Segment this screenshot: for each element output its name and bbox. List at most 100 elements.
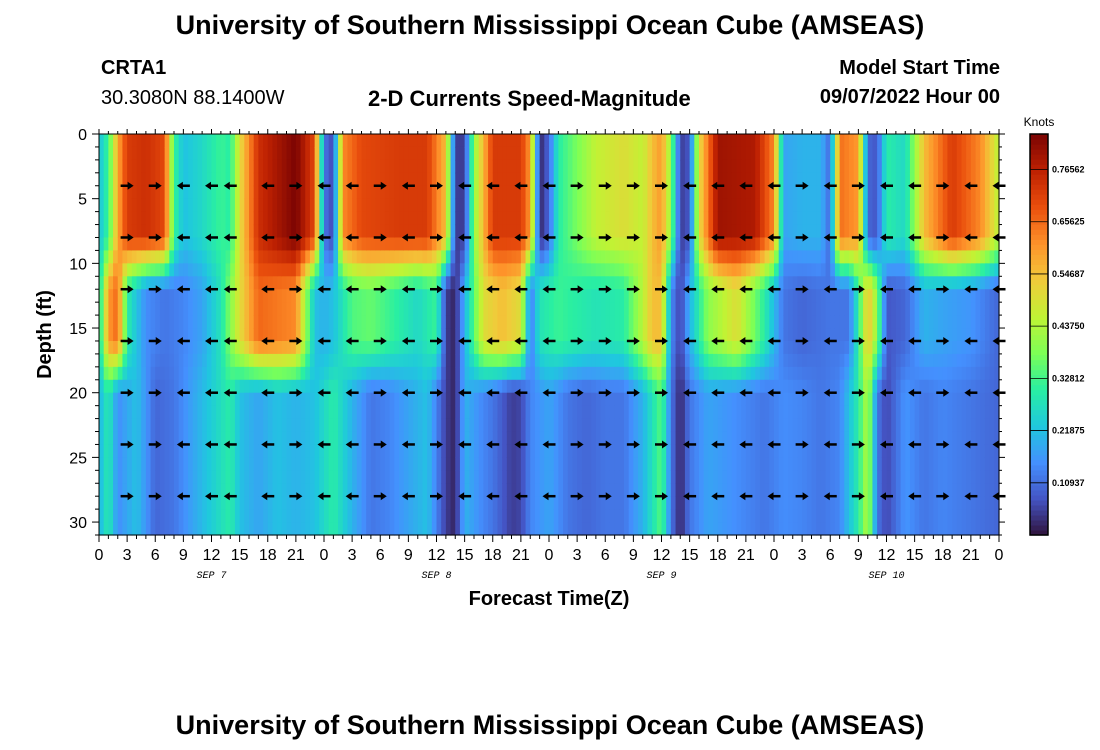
heatmap-cell bbox=[633, 483, 639, 497]
heatmap-cell bbox=[506, 198, 513, 213]
heatmap-cell bbox=[324, 134, 330, 148]
heatmap-cell bbox=[347, 392, 353, 407]
heatmap-cell bbox=[628, 353, 634, 368]
heatmap-cell bbox=[699, 224, 705, 239]
heatmap-cell bbox=[553, 340, 559, 355]
heatmap-cell bbox=[281, 198, 288, 213]
heatmap-cell bbox=[370, 302, 377, 316]
heatmap-cell bbox=[183, 289, 189, 303]
heatmap-cell bbox=[694, 263, 700, 277]
heatmap-cell bbox=[642, 263, 649, 277]
heatmap-cell bbox=[169, 289, 175, 303]
heatmap-cell bbox=[774, 315, 780, 329]
heatmap-cell bbox=[239, 366, 245, 381]
heatmap-cell bbox=[516, 522, 522, 536]
heatmap-cell bbox=[675, 211, 681, 226]
heatmap-cell bbox=[328, 250, 334, 264]
heatmap-cell bbox=[422, 509, 428, 523]
heatmap-cell bbox=[399, 276, 405, 290]
heatmap-cell bbox=[328, 198, 334, 213]
heatmap-cell bbox=[384, 224, 391, 239]
heatmap-cell bbox=[834, 366, 841, 381]
heatmap-cell bbox=[694, 172, 700, 187]
heatmap-cell bbox=[619, 224, 625, 239]
heatmap-cell bbox=[122, 379, 128, 394]
heatmap-cell bbox=[211, 522, 217, 536]
heatmap-cell bbox=[347, 431, 353, 446]
heatmap-cell bbox=[713, 418, 719, 433]
heatmap-cell bbox=[445, 379, 452, 394]
heatmap-cell bbox=[713, 302, 719, 316]
heatmap-cell bbox=[591, 340, 597, 355]
heatmap-cell bbox=[361, 289, 367, 303]
heatmap-cell bbox=[108, 522, 114, 536]
heatmap-cell bbox=[356, 340, 363, 355]
heatmap-cell bbox=[727, 289, 733, 303]
heatmap-cell bbox=[141, 379, 147, 394]
heatmap-cell bbox=[159, 185, 166, 200]
heatmap-cell bbox=[108, 328, 114, 342]
heatmap-cell bbox=[511, 302, 517, 316]
heatmap-cell bbox=[141, 405, 147, 420]
heatmap-cell bbox=[159, 496, 166, 510]
heatmap-cell bbox=[633, 172, 639, 187]
heatmap-cell bbox=[427, 509, 433, 523]
heatmap-cell bbox=[253, 470, 259, 484]
heatmap-cell bbox=[727, 496, 733, 510]
heatmap-cell bbox=[375, 392, 381, 407]
heatmap-cell bbox=[431, 185, 438, 200]
heatmap-cell bbox=[764, 237, 770, 252]
heatmap-cell bbox=[591, 366, 597, 381]
heatmap-cell bbox=[300, 198, 306, 213]
heatmap-cell bbox=[314, 444, 320, 458]
heatmap-cell bbox=[703, 379, 709, 394]
heatmap-cell bbox=[642, 483, 649, 497]
heatmap-cell bbox=[638, 172, 644, 187]
heatmap-cell bbox=[713, 172, 719, 187]
heatmap-cell bbox=[520, 315, 527, 329]
heatmap-cell bbox=[577, 289, 583, 303]
heatmap-cell bbox=[605, 224, 611, 239]
heatmap-cell bbox=[774, 509, 780, 523]
heatmap-cell bbox=[595, 366, 602, 381]
heatmap-cell bbox=[422, 418, 428, 433]
heatmap-cell bbox=[408, 172, 414, 187]
heatmap-cell bbox=[563, 379, 569, 394]
heatmap-cell bbox=[656, 483, 663, 497]
heatmap-cell bbox=[638, 366, 644, 381]
heatmap-cell bbox=[103, 224, 109, 239]
heatmap-cell bbox=[764, 224, 770, 239]
heatmap-cell bbox=[253, 289, 259, 303]
heatmap-cell bbox=[202, 328, 208, 342]
heatmap-cell bbox=[417, 392, 424, 407]
heatmap-cell bbox=[609, 211, 616, 226]
heatmap-cell bbox=[399, 263, 405, 277]
heatmap-cell bbox=[713, 198, 719, 213]
heatmap-cell bbox=[384, 146, 391, 161]
heatmap-cell bbox=[192, 198, 199, 213]
heatmap-cell bbox=[699, 185, 705, 200]
heatmap-cell bbox=[300, 418, 306, 433]
heatmap-cell bbox=[708, 134, 714, 148]
heatmap-cell bbox=[211, 496, 217, 510]
heatmap-cell bbox=[220, 483, 227, 497]
heatmap-cell bbox=[839, 496, 845, 510]
heatmap-cell bbox=[441, 289, 447, 303]
heatmap-cell bbox=[389, 457, 395, 471]
heatmap-cell bbox=[670, 470, 677, 484]
heatmap-cell bbox=[544, 353, 550, 368]
heatmap-cell bbox=[844, 315, 850, 329]
heatmap-cell bbox=[722, 366, 728, 381]
heatmap-cell bbox=[450, 198, 456, 213]
heatmap-cell bbox=[816, 444, 822, 458]
heatmap-cell bbox=[553, 315, 559, 329]
heatmap-cell bbox=[722, 392, 728, 407]
heatmap-cell bbox=[417, 237, 424, 252]
heatmap-cell bbox=[441, 198, 447, 213]
heatmap-cell bbox=[108, 470, 114, 484]
heatmap-cell bbox=[445, 134, 452, 148]
heatmap-cell bbox=[792, 315, 799, 329]
heatmap-cell bbox=[731, 263, 738, 277]
heatmap-cell bbox=[319, 302, 325, 316]
heatmap-cell bbox=[731, 392, 738, 407]
